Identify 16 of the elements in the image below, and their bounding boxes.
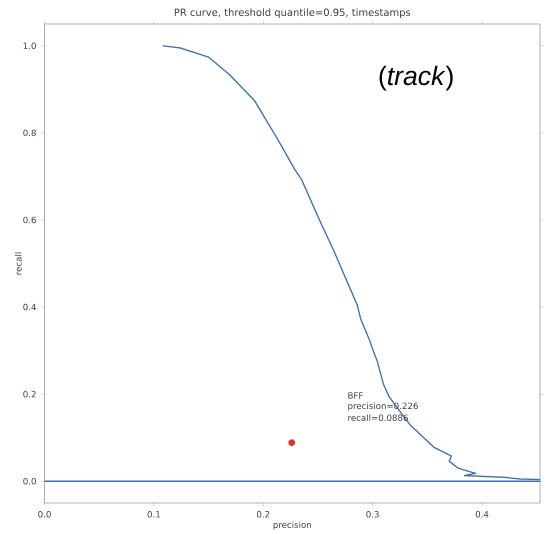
y-tick-label: 0.2 xyxy=(23,390,36,398)
y-tick-label: 0.6 xyxy=(23,216,36,224)
y-axis-title: recall xyxy=(14,252,22,274)
annotation: (track) xyxy=(380,66,453,90)
x-tick-label: 0.0 xyxy=(38,511,51,518)
y-tick-label: 0.8 xyxy=(23,130,36,136)
x-tick-label: 0.2 xyxy=(256,511,270,518)
x-tick-label: 0.1 xyxy=(148,511,160,518)
y-tick-label: 0.0 xyxy=(23,478,36,484)
x-axis-title: precision xyxy=(274,521,311,530)
annotation: BFF xyxy=(348,392,363,399)
chart-title: PR curve, threshold quantile=0.95, timestamps xyxy=(174,8,410,18)
y-tick-label: 0.4 xyxy=(23,304,36,310)
x-tick-label: 0.4 xyxy=(476,511,488,518)
x-tick-label: 0.3 xyxy=(366,511,379,518)
y-tick-label: 1.0 xyxy=(24,42,36,50)
